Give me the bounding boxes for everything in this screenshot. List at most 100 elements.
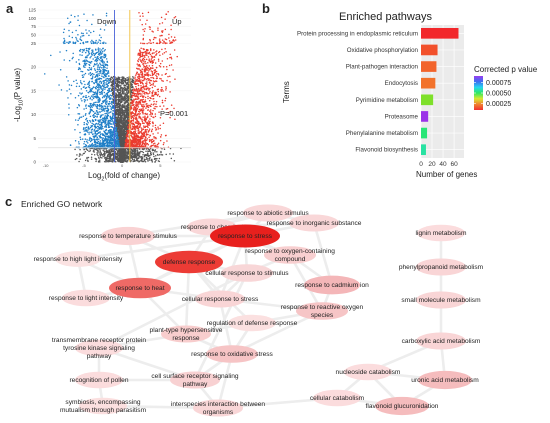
volcano-point	[87, 131, 89, 134]
volcano-point	[124, 116, 127, 119]
volcano-point	[124, 93, 126, 95]
volcano-point	[100, 53, 102, 56]
volcano-point	[99, 40, 102, 42]
volcano-point	[122, 93, 125, 95]
volcano-point	[77, 141, 80, 143]
volcano-point	[131, 158, 134, 161]
volcano-point	[80, 116, 83, 118]
volcano-point	[148, 154, 150, 157]
volcano-point	[109, 102, 111, 105]
volcano-point	[122, 79, 125, 82]
volcano-point	[152, 84, 155, 86]
volcano-point	[143, 154, 146, 157]
volcano-point	[133, 159, 136, 162]
volcano-point	[101, 75, 103, 77]
volcano-point	[87, 105, 90, 107]
volcano-point	[83, 121, 85, 124]
volcano-point	[83, 13, 85, 15]
volcano-point	[83, 80, 85, 83]
volcano-point	[135, 85, 137, 88]
volcano-point	[149, 48, 152, 51]
volcano-point	[154, 62, 157, 64]
volcano-point	[134, 98, 137, 101]
volcano-point	[152, 133, 154, 135]
volcano-point	[84, 59, 86, 61]
volcano-point	[158, 157, 161, 160]
volcano-point	[68, 107, 70, 109]
volcano-point	[147, 157, 149, 160]
volcano-point	[112, 89, 114, 92]
volcano-point	[71, 36, 74, 39]
volcano-point	[153, 100, 155, 103]
volcano-point	[110, 116, 112, 119]
volcano-point	[145, 58, 148, 61]
volcano-point	[109, 87, 111, 90]
volcano-point	[101, 73, 103, 75]
volcano-point	[123, 124, 125, 126]
volcano-point	[86, 139, 88, 141]
volcano-point	[126, 94, 128, 96]
volcano-point	[106, 107, 109, 110]
volcano-point	[138, 151, 141, 153]
volcano-point	[92, 30, 95, 33]
volcano-point	[140, 150, 142, 153]
volcano-point	[104, 159, 107, 161]
volcano-point	[112, 83, 115, 86]
volcano-point	[77, 124, 79, 126]
volcano-point	[87, 121, 89, 124]
volcano-point	[67, 17, 69, 20]
volcano-point	[102, 133, 104, 136]
volcano-point	[132, 75, 134, 78]
volcano-point	[85, 59, 88, 61]
volcano-point	[100, 108, 102, 110]
volcano-point	[99, 150, 101, 153]
volcano-point	[106, 64, 108, 66]
volcano-point	[81, 100, 83, 102]
volcano-point	[155, 70, 158, 73]
volcano-point	[103, 120, 105, 123]
volcano-point	[99, 62, 101, 65]
volcano-point	[165, 153, 167, 156]
volcano-point	[126, 156, 128, 158]
volcano-point	[119, 139, 121, 142]
volcano-point	[124, 84, 127, 87]
volcano-point	[96, 151, 98, 154]
volcano-point	[107, 71, 109, 74]
volcano-point	[114, 118, 117, 120]
volcano-point	[84, 133, 87, 136]
volcano-point	[95, 63, 97, 66]
volcano-point	[152, 82, 155, 85]
volcano-point	[82, 127, 85, 129]
volcano-point	[97, 161, 100, 163]
volcano-point	[85, 107, 87, 109]
volcano-point	[142, 116, 144, 118]
volcano-point	[142, 156, 144, 158]
volcano-points	[44, 10, 182, 163]
volcano-point	[92, 150, 95, 152]
volcano-point	[78, 153, 81, 155]
volcano-point	[90, 125, 93, 128]
volcano-point	[88, 48, 90, 51]
volcano-point	[85, 113, 87, 115]
volcano-point	[121, 96, 123, 98]
volcano-point	[103, 152, 106, 155]
volcano-point	[148, 58, 150, 60]
volcano-point	[81, 83, 83, 85]
volcano-point	[99, 156, 102, 159]
volcano-point	[126, 120, 129, 123]
volcano-point	[77, 15, 79, 17]
volcano-point	[99, 93, 101, 95]
volcano-point	[119, 89, 122, 92]
volcano-point	[116, 88, 118, 91]
volcano-point	[118, 148, 121, 151]
volcano-point	[101, 142, 104, 145]
volcano-point	[84, 159, 87, 162]
volcano-point	[118, 98, 121, 100]
volcano-point	[88, 63, 90, 66]
volcano-point	[65, 76, 68, 78]
volcano-point	[127, 96, 129, 99]
volcano-point	[107, 115, 109, 117]
volcano-point	[104, 123, 106, 125]
volcano-point	[124, 114, 127, 116]
